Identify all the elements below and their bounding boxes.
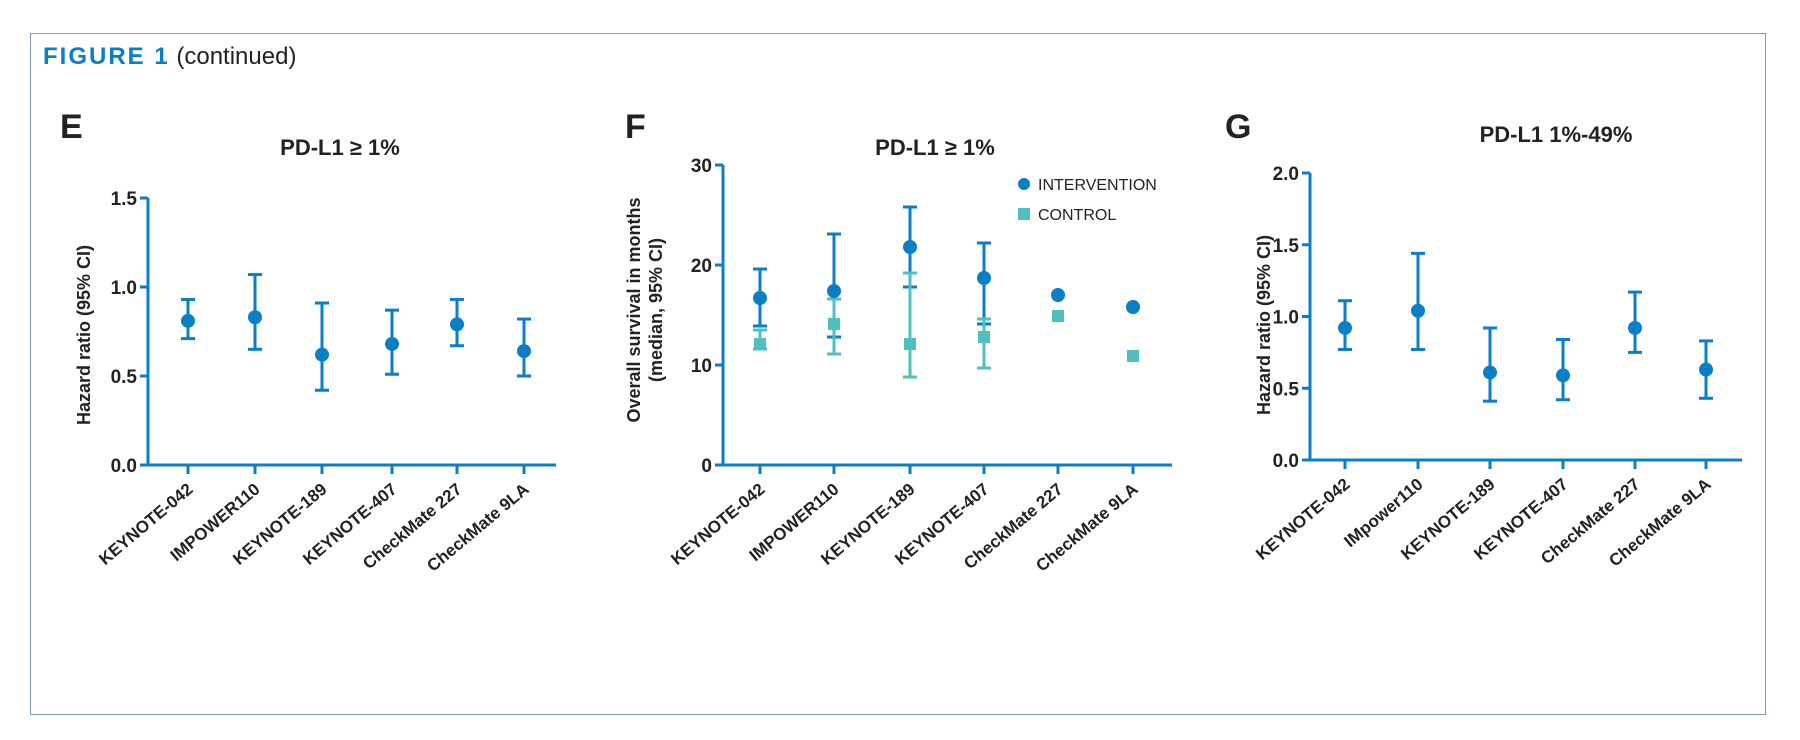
data-point-circle	[1338, 320, 1352, 335]
panel-f: F PD-L1 ≥ 1% Overall survival in months …	[624, 108, 1172, 575]
data-point-circle	[1051, 288, 1065, 302]
data-point-square	[978, 331, 990, 343]
y-axis-title: Hazard ratio (95% CI)	[1254, 235, 1274, 415]
figure-title: FIGURE 1 (continued)	[43, 43, 296, 71]
panel-title: PD-L1 ≥ 1%	[280, 135, 400, 160]
y-tick-label: 0.5	[1273, 379, 1300, 400]
y-tick-label: 30	[691, 156, 712, 177]
panel-title: PD-L1 ≥ 1%	[875, 135, 995, 160]
y-tick-label: 0	[701, 456, 712, 477]
panel-e: E PD-L1 ≥ 1% Hazard ratio (95% CI) 0.0 0.…	[60, 108, 556, 575]
panel-letter: E	[60, 108, 83, 146]
data-point-circle	[517, 344, 531, 359]
data-point-circle	[315, 347, 329, 362]
y-axis-title: Hazard ratio (95% CI)	[74, 245, 94, 425]
legend-marker-intervention	[1018, 178, 1030, 190]
legend-marker-control	[1018, 208, 1030, 220]
panel-title: PD-L1 1%-49%	[1480, 122, 1633, 147]
data-point-circle	[977, 271, 991, 285]
data-point-circle	[450, 317, 464, 332]
y-tick-label: 0.0	[1273, 451, 1299, 472]
figure-frame	[30, 33, 1766, 715]
data-point-circle	[827, 284, 841, 298]
data-point-square	[1052, 310, 1064, 322]
y-tick-label: 1.5	[1273, 236, 1300, 257]
data-point-circle	[1556, 368, 1570, 383]
legend-label-intervention: INTERVENTION	[1038, 177, 1157, 194]
y-tick-label: 2.0	[1273, 164, 1299, 185]
data-point-circle	[181, 313, 195, 328]
data-point-circle	[903, 240, 917, 254]
legend: INTERVENTION CONTROL	[1018, 177, 1157, 224]
y-axis-title: Overall survival in months	[624, 197, 644, 422]
data-point-circle	[1628, 320, 1642, 335]
data-point-circle	[1126, 300, 1140, 314]
y-axis-title-line2: (median, 95% CI)	[646, 238, 666, 382]
data-point-circle	[385, 336, 399, 351]
y-tick-label: 1.0	[111, 278, 137, 299]
y-tick-label: 0.5	[111, 367, 138, 388]
data-point-square	[904, 338, 916, 350]
y-tick-label: 1.0	[1273, 308, 1299, 329]
data-point-circle	[1699, 362, 1713, 377]
panel-g: G PD-L1 1%-49% Hazard ratio (95% CI) 0.0…	[1225, 108, 1742, 570]
data-point-square	[754, 338, 766, 350]
data-point-circle	[248, 310, 262, 325]
panel-letter: G	[1225, 108, 1251, 146]
data-point-circle	[1483, 365, 1497, 380]
panel-letter: F	[625, 108, 646, 146]
data-point-square	[1127, 350, 1139, 362]
y-tick-label: 10	[691, 356, 712, 377]
legend-label-control: CONTROL	[1038, 207, 1116, 224]
data-point-circle	[753, 291, 767, 305]
data-point-circle	[1411, 303, 1425, 318]
data-point-square	[828, 318, 840, 330]
y-tick-label: 0.0	[111, 456, 137, 477]
y-tick-label: 20	[691, 256, 712, 277]
x-tick-label: KEYNOTE-042	[1252, 475, 1353, 564]
y-tick-label: 1.5	[111, 189, 138, 210]
figure-label: FIGURE 1	[43, 43, 170, 70]
figure-suffix: (continued)	[176, 43, 297, 70]
